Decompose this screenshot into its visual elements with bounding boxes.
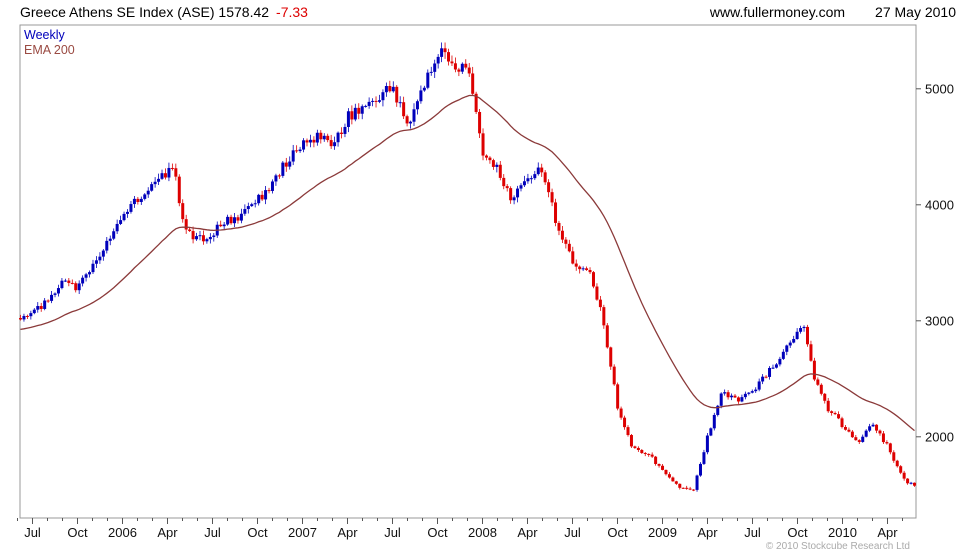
date-text: 27 May 2010 [875, 4, 956, 20]
svg-text:2006: 2006 [108, 525, 137, 540]
chart-title-text: Greece Athens SE Index (ASE) 1578.42 [20, 4, 270, 20]
svg-text:Oct: Oct [427, 525, 448, 540]
svg-text:4000: 4000 [925, 197, 954, 212]
legend-weekly-label: Weekly [24, 28, 65, 42]
svg-text:Jul: Jul [24, 525, 41, 540]
candles-group [19, 42, 916, 492]
svg-text:Apr: Apr [157, 525, 178, 540]
svg-text:Apr: Apr [517, 525, 538, 540]
header-right: www.fullermoney.com 27 May 2010 [710, 4, 956, 20]
website-text: www.fullermoney.com [709, 4, 846, 20]
chart-change: -7.33 [276, 4, 308, 20]
chart-legend: Weekly EMA 200 [24, 28, 75, 58]
legend-ema-label: EMA 200 [24, 43, 75, 57]
svg-text:Oct: Oct [67, 525, 88, 540]
svg-text:Oct: Oct [787, 525, 808, 540]
svg-text:5000: 5000 [925, 81, 954, 96]
chart-header: Greece Athens SE Index (ASE) 1578.42 -7.3… [0, 4, 980, 24]
svg-text:2000: 2000 [925, 429, 954, 444]
svg-text:Jul: Jul [744, 525, 761, 540]
svg-text:2008: 2008 [468, 525, 497, 540]
svg-text:Oct: Oct [607, 525, 628, 540]
svg-text:Apr: Apr [697, 525, 718, 540]
svg-text:Oct: Oct [247, 525, 268, 540]
svg-text:Jul: Jul [384, 525, 401, 540]
copyright-text: © 2010 Stockcube Research Ltd [765, 541, 910, 552]
chart-title: Greece Athens SE Index (ASE) 1578.42 -7.3… [20, 4, 308, 20]
ema-line [20, 94, 915, 432]
svg-text:2007: 2007 [288, 525, 317, 540]
svg-text:Apr: Apr [337, 525, 358, 540]
svg-text:2009: 2009 [648, 525, 677, 540]
svg-text:3000: 3000 [925, 313, 954, 328]
svg-text:2010: 2010 [828, 525, 857, 540]
svg-text:Jul: Jul [564, 525, 581, 540]
svg-text:Jul: Jul [204, 525, 221, 540]
svg-text:Apr: Apr [877, 525, 898, 540]
